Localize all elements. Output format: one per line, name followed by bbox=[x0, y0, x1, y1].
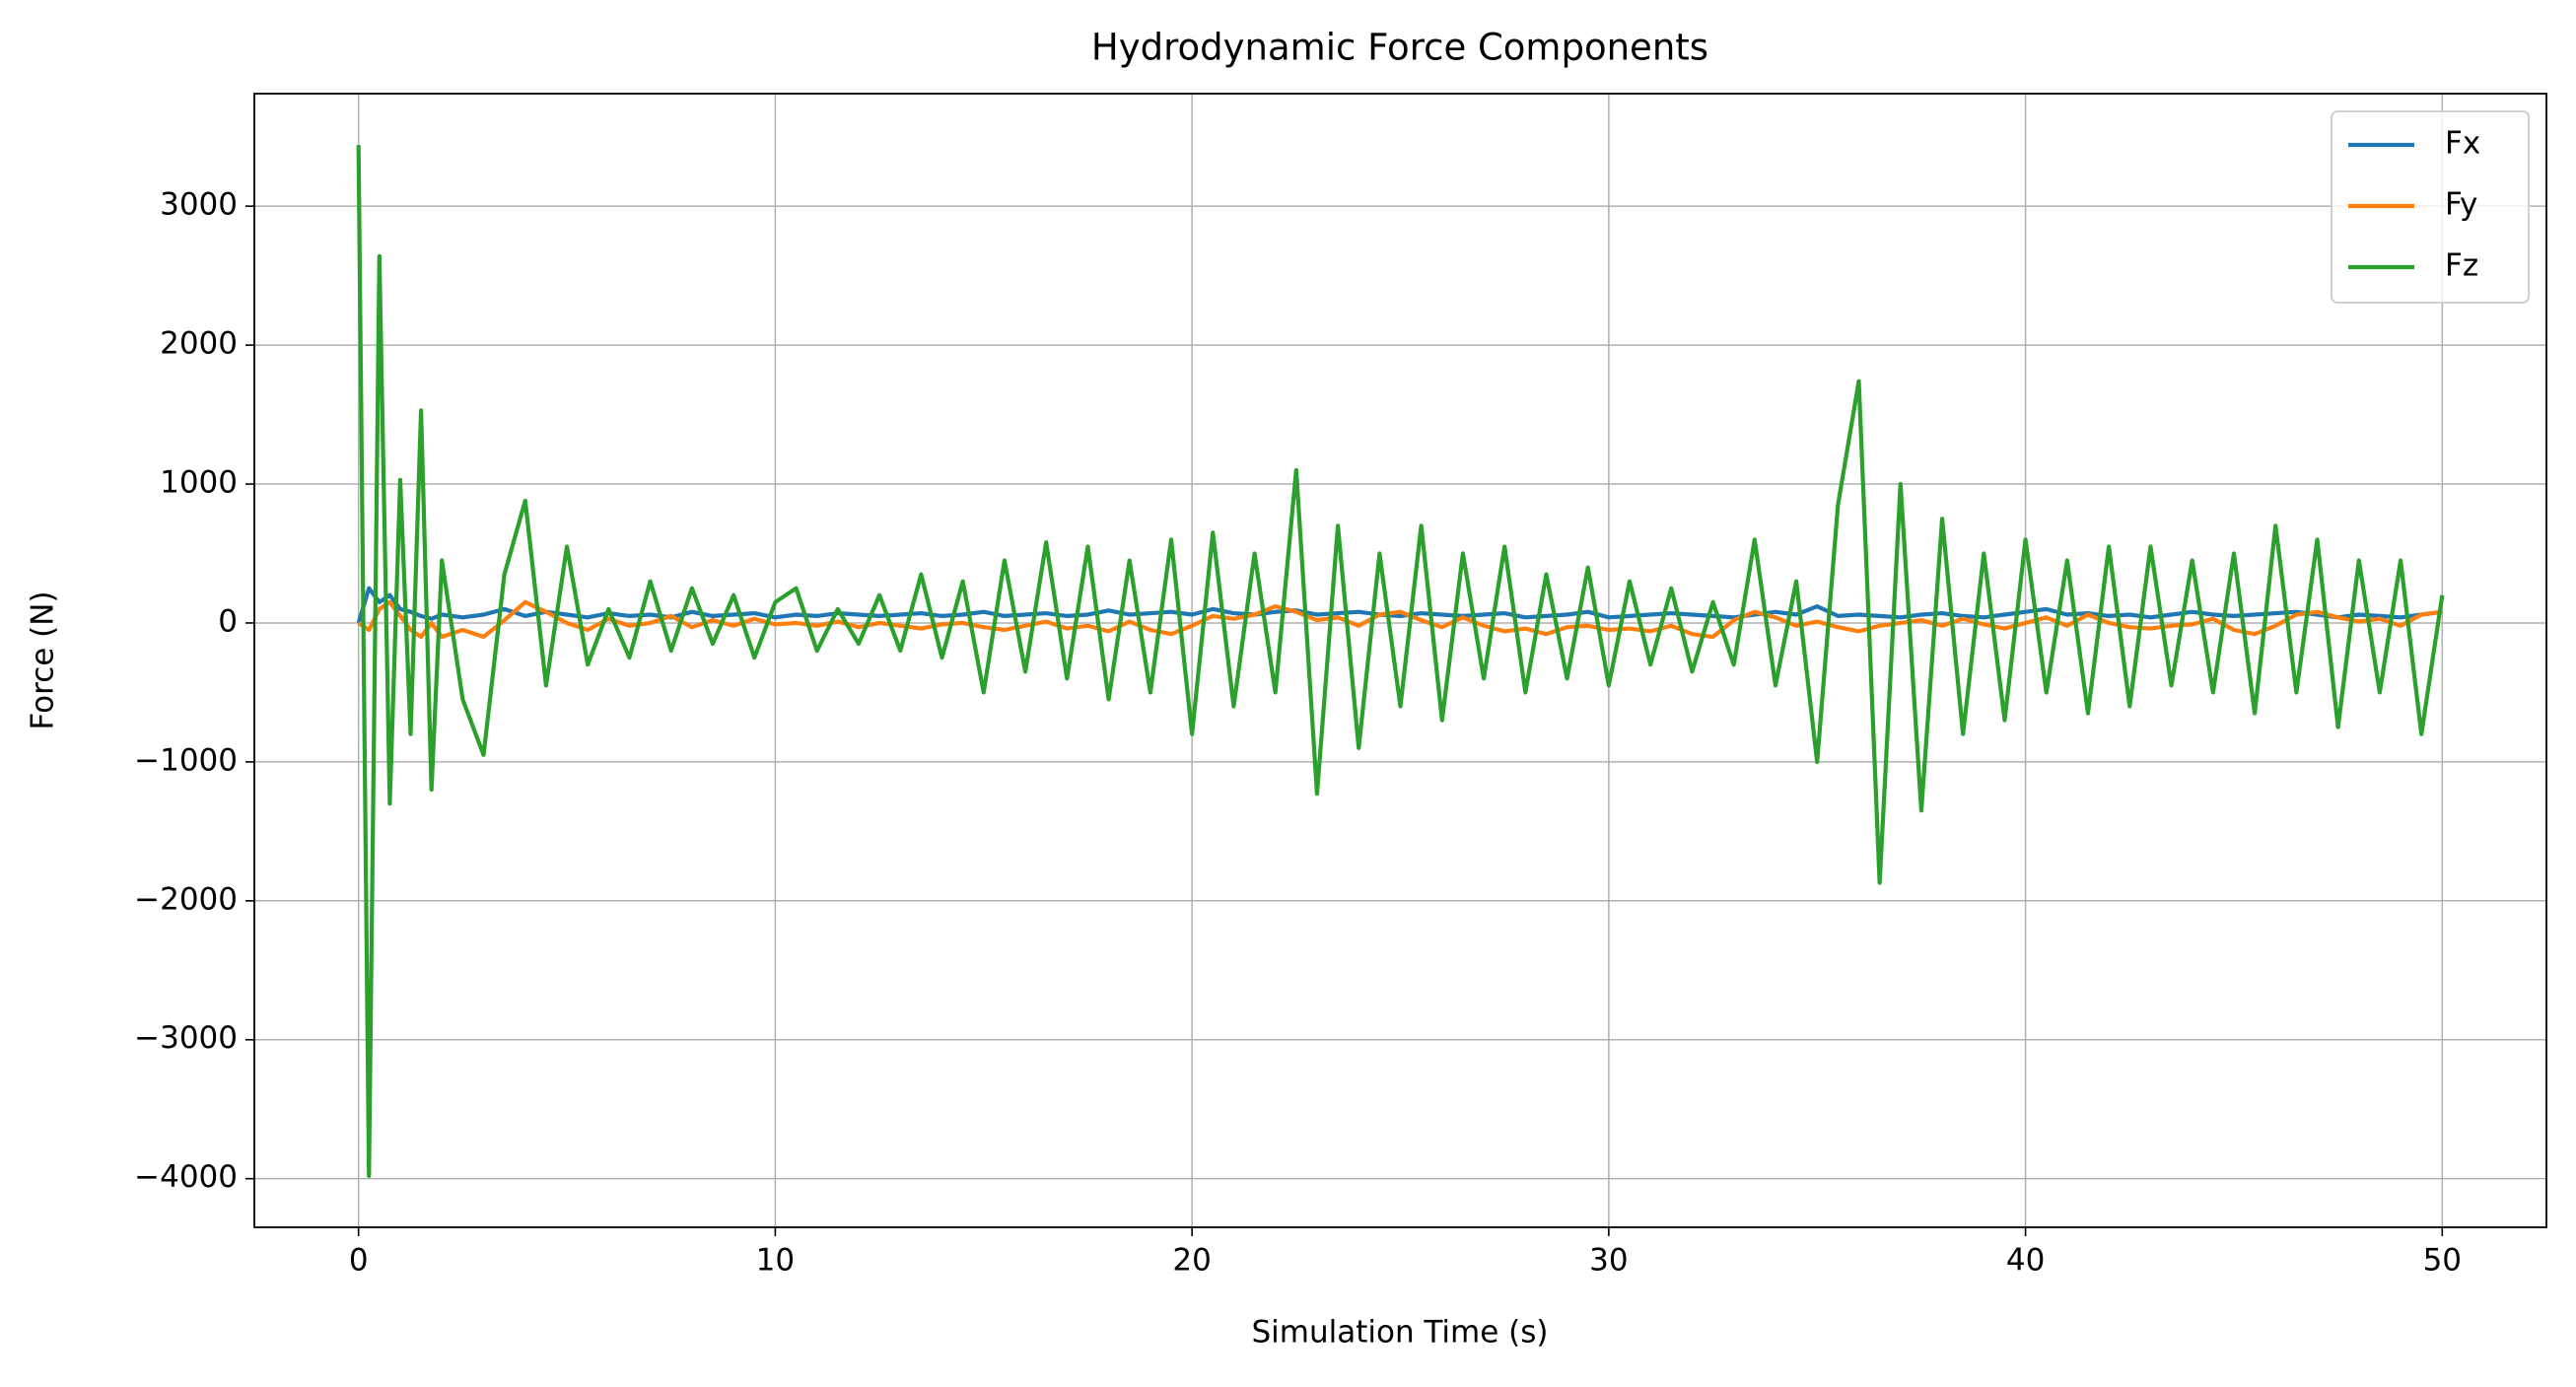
legend-label: Fy bbox=[2445, 187, 2477, 223]
legend-label: Fz bbox=[2445, 248, 2478, 284]
series-line bbox=[356, 145, 2445, 1178]
x-axis-label: Simulation Time (s) bbox=[1251, 1315, 1548, 1351]
y-tick-label: 1000 bbox=[160, 465, 238, 501]
x-tick-label: 20 bbox=[1172, 1243, 1211, 1279]
y-tick-label: −4000 bbox=[134, 1159, 238, 1195]
x-tick-label: 10 bbox=[756, 1243, 795, 1279]
x-tick-label: 40 bbox=[2006, 1243, 2045, 1279]
y-axis-label: Force (N) bbox=[26, 590, 61, 729]
y-tick-label: 0 bbox=[218, 603, 238, 639]
x-tick-label: 0 bbox=[349, 1243, 369, 1279]
x-tick-label: 50 bbox=[2423, 1243, 2462, 1279]
legend-box bbox=[2331, 110, 2530, 304]
y-tick-label: −1000 bbox=[134, 742, 238, 778]
y-tick-label: 3000 bbox=[160, 187, 238, 223]
y-tick-label: 2000 bbox=[160, 326, 238, 362]
series-line bbox=[356, 586, 2443, 624]
legend-label: Fx bbox=[2445, 126, 2480, 162]
chart-title: Hydrodynamic Force Components bbox=[1091, 27, 1708, 69]
x-tick-label: 30 bbox=[1589, 1243, 1628, 1279]
y-tick-label: −3000 bbox=[134, 1020, 238, 1056]
y-tick-label: −2000 bbox=[134, 881, 238, 917]
plot-frame bbox=[253, 93, 2547, 1228]
